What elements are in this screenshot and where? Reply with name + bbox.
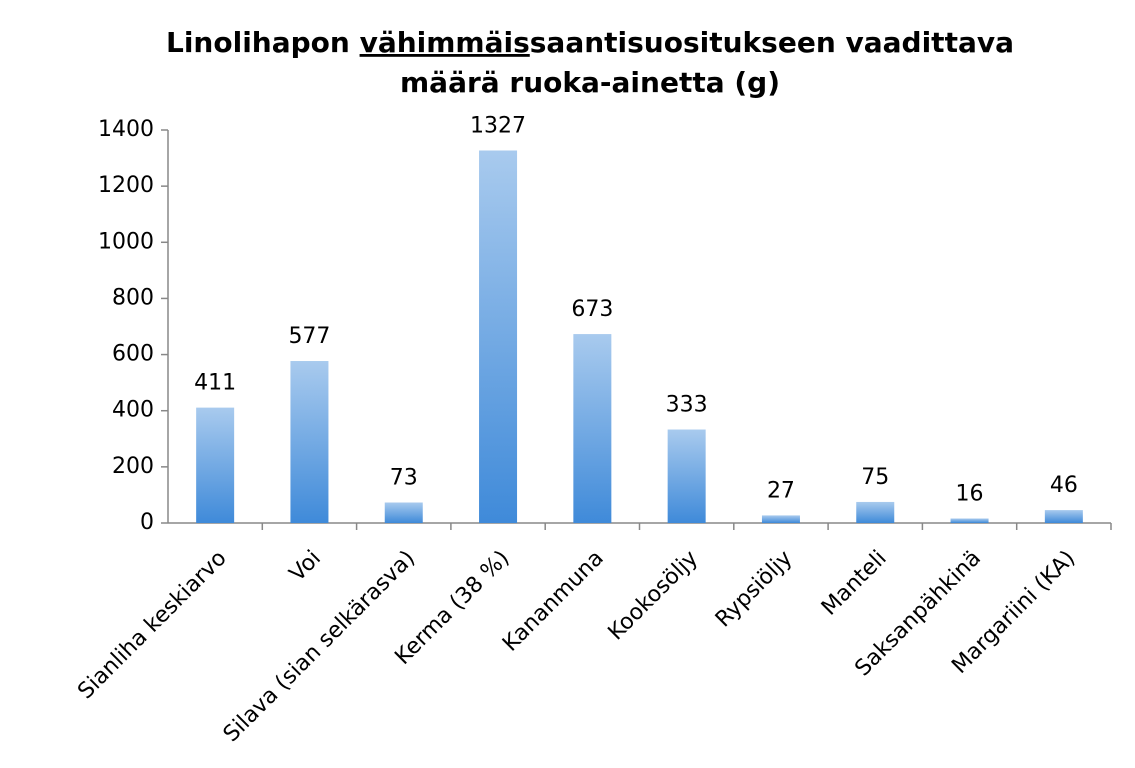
title-part: vähimmäis — [360, 26, 530, 59]
bar — [479, 150, 518, 524]
y-tick-label: 1000 — [98, 229, 154, 254]
bar — [573, 334, 612, 523]
title-part: saantisuositukseen vaadittava — [530, 26, 1014, 59]
y-tick-label: 200 — [112, 454, 154, 479]
chart-title: määrä ruoka-ainetta (g) — [400, 66, 780, 99]
y-tick-label: 1200 — [98, 173, 154, 198]
x-tick-label: Voi — [285, 546, 326, 587]
x-tick-label: Rypsiöljy — [711, 546, 798, 633]
bar — [667, 429, 706, 523]
x-tick-label: Sianliha keskiarvo — [73, 546, 231, 704]
bar — [1044, 510, 1083, 523]
bar — [384, 502, 423, 523]
y-tick-label: 800 — [112, 285, 154, 310]
x-tick-label: Kookosöljy — [604, 546, 704, 646]
title-part: Linolihapon — [166, 26, 360, 59]
value-label: 411 — [194, 371, 236, 396]
x-tick-label: Manteli — [817, 546, 892, 621]
value-label: 46 — [1050, 473, 1078, 498]
value-label: 27 — [767, 478, 795, 503]
value-label: 75 — [861, 465, 889, 490]
y-tick-label: 0 — [140, 510, 154, 535]
value-label: 16 — [956, 482, 984, 507]
bar — [761, 515, 800, 523]
bar — [290, 361, 329, 523]
chart-title: Linolihapon vähimmäissaantisuositukseen … — [166, 26, 1014, 59]
value-label: 1327 — [470, 113, 526, 138]
y-tick-label: 1400 — [98, 117, 154, 142]
bar — [196, 407, 235, 523]
value-label: 577 — [288, 324, 330, 349]
value-label: 73 — [390, 466, 418, 491]
y-tick-label: 400 — [112, 398, 154, 423]
bar — [856, 501, 895, 523]
title-part: määrä ruoka-ainetta (g) — [400, 66, 780, 99]
x-tick-label: Kananmuna — [498, 546, 609, 657]
bar — [950, 518, 989, 523]
x-tick-label: Silava (sian selkärasva) — [219, 546, 420, 747]
value-label: 333 — [666, 393, 708, 418]
y-tick-label: 600 — [112, 342, 154, 367]
value-label: 673 — [571, 297, 613, 322]
